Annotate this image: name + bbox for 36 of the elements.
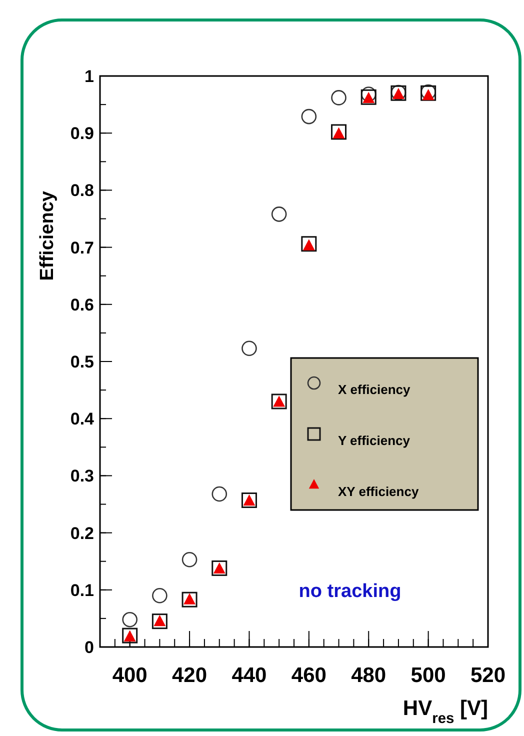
point — [212, 486, 228, 502]
point — [331, 90, 346, 106]
y-tick-label: 1 — [84, 66, 94, 86]
point — [152, 588, 168, 604]
legend-label: X efficiency — [338, 382, 412, 397]
point — [152, 614, 168, 630]
y-tick-label: 0.2 — [70, 524, 94, 543]
x-tick-label: 420 — [172, 664, 208, 687]
point — [271, 206, 287, 222]
x-axis-title: HV$_{res}$ [V] — [402, 697, 488, 727]
point — [301, 236, 317, 252]
x-tick-label: 480 — [351, 664, 386, 687]
x-tick-label: 520 — [470, 664, 506, 687]
y-tick-label: 0.1 — [70, 580, 94, 600]
point — [301, 108, 317, 124]
y-tick-label: 0.7 — [70, 238, 94, 258]
point — [182, 552, 198, 568]
y-axis-title: Efficiency — [37, 190, 58, 281]
point — [331, 124, 347, 140]
y-tick-label: 0.9 — [70, 124, 94, 144]
annotation: no tracking — [298, 581, 402, 602]
legend-label: XY efficiency — [338, 484, 420, 499]
y-tick-label: 0.5 — [70, 352, 94, 372]
point — [122, 612, 138, 628]
y-tick-label: 0.8 — [70, 181, 94, 200]
x-tick-label: 460 — [291, 664, 326, 687]
y-tick-label: 0.4 — [70, 410, 95, 429]
x-tick-label: 440 — [232, 664, 267, 687]
legend-label: Y efficiency — [338, 433, 411, 448]
x-tick-label: 500 — [410, 664, 446, 687]
point — [242, 340, 257, 356]
y-tick-label: 0.3 — [70, 466, 94, 486]
x-tick-label: 400 — [112, 664, 148, 687]
point — [182, 592, 198, 608]
y-tick-label: 0.6 — [70, 295, 94, 314]
y-tick-label: 0 — [84, 638, 94, 657]
